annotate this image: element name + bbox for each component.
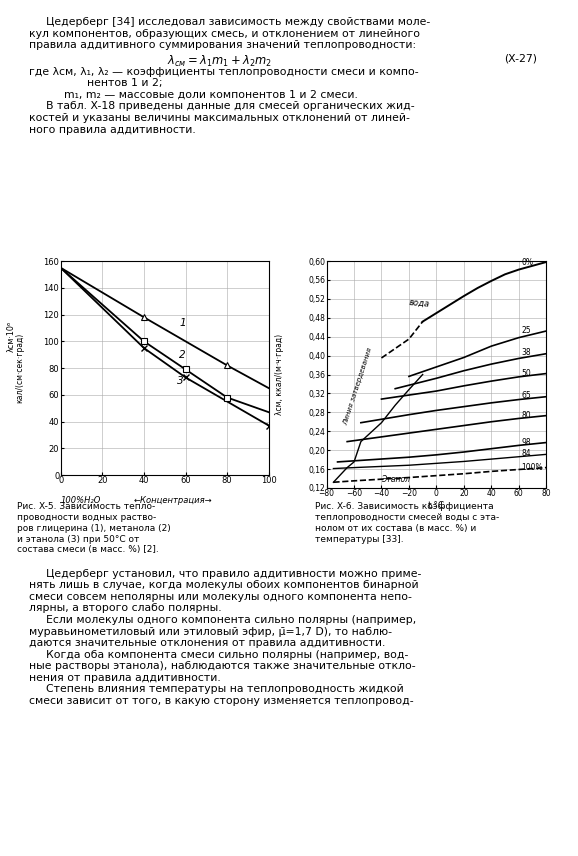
Text: 1: 1 <box>179 318 186 328</box>
Text: проводности водных раство-: проводности водных раство- <box>17 513 157 522</box>
Text: Рис. X-6. Зависимость коэффициента: Рис. X-6. Зависимость коэффициента <box>315 502 494 512</box>
Text: Если молекулы одного компонента сильно полярны (например,: Если молекулы одного компонента сильно п… <box>46 615 417 625</box>
Text: муравьинометиловый или этиловый эфир, μ̄=1,7 D), то наблю-: муравьинометиловый или этиловый эфир, μ̄… <box>29 627 392 637</box>
Text: $\lambda_{см} = \lambda_1 m_1 + \lambda_2 m_2$: $\lambda_{см} = \lambda_1 m_1 + \lambda_… <box>167 53 272 68</box>
Text: даются значительные отклонения от правила аддитивности.: даются значительные отклонения от правил… <box>29 639 386 648</box>
Text: Линия затвердевания: Линия затвердевания <box>343 348 373 426</box>
Text: Когда оба компонента смеси сильно полярны (например, вод-: Когда оба компонента смеси сильно полярн… <box>46 650 409 660</box>
Text: Цедерберг [34] исследовал зависимость между свойствами моле-: Цедерберг [34] исследовал зависимость ме… <box>46 17 431 27</box>
Text: 98: 98 <box>521 437 531 447</box>
Text: кул компонентов, образующих смесь, и отклонением от линейного: кул компонентов, образующих смесь, и отк… <box>29 28 420 39</box>
Text: λсм, ккал/(м·ч·град): λсм, ккал/(м·ч·град) <box>275 334 284 415</box>
Text: нентов 1 и 2;: нентов 1 и 2; <box>87 78 162 88</box>
Text: 100%H₂O: 100%H₂O <box>61 496 101 506</box>
Text: где λсм, λ₁, λ₂ — коэффициенты теплопроводности смеси и компо-: где λсм, λ₁, λ₂ — коэффициенты теплопров… <box>29 67 418 77</box>
Text: теплопроводности смесей воды с эта-: теплопроводности смесей воды с эта- <box>315 513 499 522</box>
Text: 3: 3 <box>177 377 184 386</box>
Text: костей и указаны величины максимальных отклонений от линей-: костей и указаны величины максимальных о… <box>29 113 410 123</box>
Text: λсм·10⁶: λсм·10⁶ <box>7 320 16 352</box>
Text: 25: 25 <box>521 325 531 335</box>
Text: состава смеси (в масс. %) [2].: состава смеси (в масс. %) [2]. <box>17 545 159 555</box>
Text: ров глицерина (1), метанола (2): ров глицерина (1), метанола (2) <box>17 524 171 533</box>
Text: (X-27): (X-27) <box>505 53 538 63</box>
Text: нения от правила аддитивности.: нения от правила аддитивности. <box>29 673 221 683</box>
Text: 0%: 0% <box>521 259 533 267</box>
X-axis label: t,°C: t,°C <box>428 501 445 510</box>
Text: нять лишь в случае, когда молекулы обоих компонентов бинарной: нять лишь в случае, когда молекулы обоих… <box>29 580 418 591</box>
Text: 84: 84 <box>521 449 531 459</box>
Text: 38: 38 <box>521 348 531 357</box>
Text: вода: вода <box>409 298 431 309</box>
Text: ←Концентрация→: ←Концентрация→ <box>134 496 212 506</box>
Text: смеси зависит от того, в какую сторону изменяется теплопровод-: смеси зависит от того, в какую сторону и… <box>29 696 413 706</box>
Text: 2: 2 <box>179 350 186 360</box>
Text: 65: 65 <box>521 391 531 401</box>
Text: ного правила аддитивности.: ного правила аддитивности. <box>29 124 195 134</box>
Text: Этанол: Этанол <box>381 475 410 484</box>
Text: температуры [33].: температуры [33]. <box>315 534 403 544</box>
Text: смеси совсем неполярны или молекулы одного компонента непо-: смеси совсем неполярны или молекулы одно… <box>29 592 412 602</box>
Text: правила аддитивного суммирования значений теплопроводности:: правила аддитивного суммирования значени… <box>29 40 416 51</box>
Text: В табл. X-18 приведены данные для смесей органических жид-: В табл. X-18 приведены данные для смесей… <box>46 101 415 111</box>
Text: 80: 80 <box>521 411 531 419</box>
Text: Степень влияния температуры на теплопроводность жидкой: Степень влияния температуры на теплопров… <box>46 685 404 694</box>
Text: m₁, m₂ — массовые доли компонентов 1 и 2 смеси.: m₁, m₂ — массовые доли компонентов 1 и 2… <box>64 90 357 100</box>
Text: Цедерберг установил, что правило аддитивности можно приме-: Цедерберг установил, что правило аддитив… <box>46 568 421 579</box>
Text: 50: 50 <box>521 369 531 377</box>
Y-axis label: кал/(см·сек·град): кал/(см·сек·град) <box>15 333 24 403</box>
Text: и этанола (3) при 50°С от: и этанола (3) при 50°С от <box>17 534 140 544</box>
Text: ные растворы этанола), наблюдаются также значительные откло-: ные растворы этанола), наблюдаются также… <box>29 662 416 671</box>
Text: нолом от их состава (в масс. %) и: нолом от их состава (в масс. %) и <box>315 524 476 533</box>
Text: лярны, а второго слабо полярны.: лярны, а второго слабо полярны. <box>29 603 221 614</box>
Text: Рис. X-5. Зависимость тепло-: Рис. X-5. Зависимость тепло- <box>17 502 155 512</box>
Text: 100%: 100% <box>521 462 543 472</box>
